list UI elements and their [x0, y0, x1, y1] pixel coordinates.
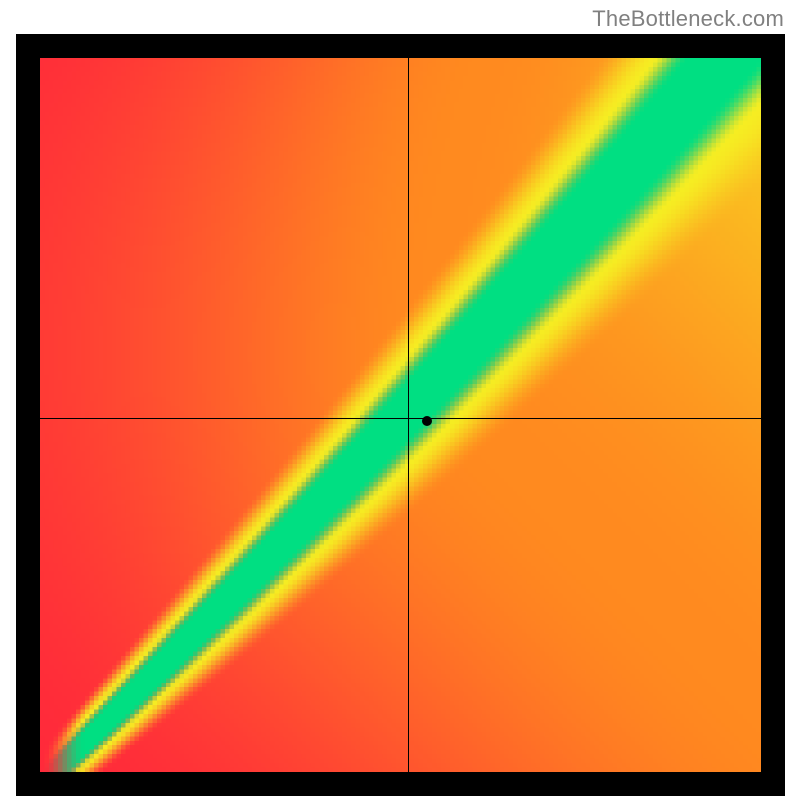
- heatmap-plot-area: [40, 58, 761, 772]
- data-point-marker: [422, 416, 432, 426]
- heatmap-canvas: [40, 58, 761, 772]
- crosshair-horizontal: [40, 418, 761, 419]
- watermark-text: TheBottleneck.com: [592, 6, 784, 32]
- chart-container: TheBottleneck.com: [0, 0, 800, 800]
- crosshair-vertical: [408, 58, 409, 772]
